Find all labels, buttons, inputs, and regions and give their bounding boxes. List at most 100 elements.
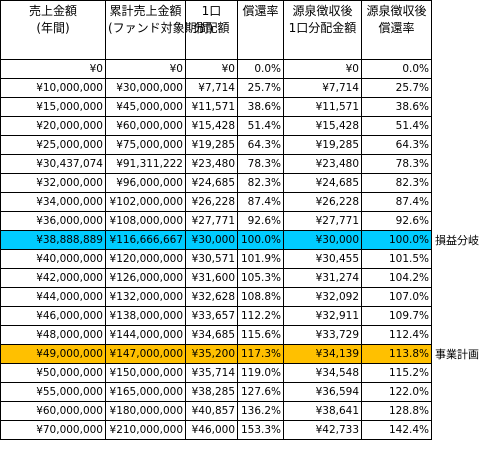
cell: ¥38,641	[283, 401, 362, 421]
cell: ¥49,000,000	[0, 344, 106, 364]
cell: ¥108,000,000	[105, 211, 186, 231]
cell: ¥34,685	[185, 325, 238, 345]
cell: ¥20,000,000	[0, 116, 106, 136]
cell: ¥30,437,074	[0, 154, 106, 174]
cell: 87.4%	[361, 192, 432, 212]
cell: ¥55,000,000	[0, 382, 106, 402]
header-text: (ファンド対象期間)	[108, 21, 214, 35]
cell: ¥15,428	[283, 116, 362, 136]
table-row: ¥34,000,000 ¥102,000,000 ¥26,228 87.4% ¥26,2…	[0, 192, 481, 212]
cell: ¥32,092	[283, 287, 362, 307]
row-note	[432, 136, 481, 155]
row-note	[432, 307, 481, 326]
cell: ¥30,571	[185, 249, 238, 269]
table-row: ¥30,437,074 ¥91,311,222 ¥23,480 78.3% ¥23,48…	[0, 154, 481, 174]
cell: 0.0%	[361, 59, 432, 79]
cell: ¥147,000,000	[105, 344, 186, 364]
row-note	[432, 383, 481, 402]
row-note	[432, 79, 481, 98]
header-text: 累計売上金額	[109, 4, 182, 18]
cell: 51.4%	[361, 116, 432, 136]
cell: 136.2%	[237, 401, 284, 421]
cell: ¥0	[105, 59, 186, 79]
cell: ¥150,000,000	[105, 363, 186, 383]
cell: ¥42,733	[283, 420, 362, 440]
header-text: 償還率	[378, 21, 415, 35]
cell: ¥120,000,000	[105, 249, 186, 269]
cell: ¥46,000	[185, 420, 238, 440]
cell: 101.9%	[237, 249, 284, 269]
cell: ¥165,000,000	[105, 382, 186, 402]
row-note	[432, 269, 481, 288]
cell: 109.7%	[361, 306, 432, 326]
cell: ¥11,571	[283, 97, 362, 117]
cell: ¥34,139	[283, 344, 362, 364]
header-text: 1口	[201, 4, 222, 18]
cell: ¥30,000	[283, 230, 362, 250]
table-row: ¥50,000,000 ¥150,000,000 ¥35,714 119.0% ¥34,…	[0, 363, 481, 383]
cell: 64.3%	[361, 135, 432, 155]
cell: ¥33,729	[283, 325, 362, 345]
table-row: ¥32,000,000 ¥96,000,000 ¥24,685 82.3% ¥24,68…	[0, 173, 481, 193]
cell: 78.3%	[361, 154, 432, 174]
cell: ¥132,000,000	[105, 287, 186, 307]
cell: ¥11,571	[185, 97, 238, 117]
row-note	[432, 212, 481, 231]
cell: 112.4%	[361, 325, 432, 345]
cell: ¥144,000,000	[105, 325, 186, 345]
cell: ¥33,657	[185, 306, 238, 326]
table-row: ¥55,000,000 ¥165,000,000 ¥38,285 127.6% ¥36,…	[0, 382, 481, 402]
header-text: 分配額	[193, 21, 230, 35]
spreadsheet-table: 売上金額 (年間) 累計売上金額 (ファンド対象期間) 1口 分配額 償還率 源泉徴収後 1口分…	[0, 0, 481, 440]
header-cell: 累計売上金額 (ファンド対象期間)	[105, 0, 213, 60]
cell: ¥38,888,889	[0, 230, 106, 250]
table-row: ¥10,000,000 ¥30,000,000 ¥7,714 25.7% ¥7,714 2…	[0, 78, 481, 98]
table-row: ¥44,000,000 ¥132,000,000 ¥32,628 108.8% ¥32,…	[0, 287, 481, 307]
cell: ¥70,000,000	[0, 420, 106, 440]
row-note	[432, 155, 481, 174]
header-blank	[432, 1, 481, 60]
row-note	[432, 326, 481, 345]
cell: 122.0%	[361, 382, 432, 402]
cell: ¥42,000,000	[0, 268, 106, 288]
table-row: ¥0 ¥0 ¥0 0.0% ¥0 0.0%	[0, 59, 481, 79]
table-row: ¥15,000,000 ¥45,000,000 ¥11,571 38.6% ¥11,57…	[0, 97, 481, 117]
cell: ¥19,285	[185, 135, 238, 155]
cell: ¥27,771	[283, 211, 362, 231]
cell: 112.2%	[237, 306, 284, 326]
cell: ¥7,714	[283, 78, 362, 98]
cell: ¥10,000,000	[0, 78, 106, 98]
cell: 78.3%	[237, 154, 284, 174]
cell: ¥35,200	[185, 344, 238, 364]
cell: 108.8%	[237, 287, 284, 307]
cell: ¥210,000,000	[105, 420, 186, 440]
cell: 38.6%	[237, 97, 284, 117]
cell: ¥32,000,000	[0, 173, 106, 193]
cell: 87.4%	[237, 192, 284, 212]
cell: ¥30,000	[185, 230, 238, 250]
cell: 128.8%	[361, 401, 432, 421]
cell: 117.3%	[237, 344, 284, 364]
table-row: ¥46,000,000 ¥138,000,000 ¥33,657 112.2% ¥32,…	[0, 306, 481, 326]
table-row: ¥70,000,000 ¥210,000,000 ¥46,000 153.3% ¥42,…	[0, 420, 481, 440]
header-cell: 償還率	[237, 0, 284, 60]
cell: ¥40,857	[185, 401, 238, 421]
cell: ¥60,000,000	[105, 116, 186, 136]
header-text: 源泉徴収後	[292, 4, 353, 18]
cell: ¥0	[185, 59, 238, 79]
cell: ¥32,911	[283, 306, 362, 326]
row-note	[432, 402, 481, 421]
table-row: ¥38,888,889 ¥116,666,667 ¥30,000 100.0% ¥30,…	[0, 230, 481, 250]
cell: ¥75,000,000	[105, 135, 186, 155]
cell: 142.4%	[361, 420, 432, 440]
cell: ¥30,455	[283, 249, 362, 269]
cell: 127.6%	[237, 382, 284, 402]
header-cell: 源泉徴収後 1口分配金額	[283, 0, 362, 60]
cell: 25.7%	[237, 78, 284, 98]
header-text: 売上金額	[28, 4, 77, 18]
row-note	[432, 250, 481, 269]
row-note	[432, 117, 481, 136]
cell: ¥126,000,000	[105, 268, 186, 288]
cell: 153.3%	[237, 420, 284, 440]
